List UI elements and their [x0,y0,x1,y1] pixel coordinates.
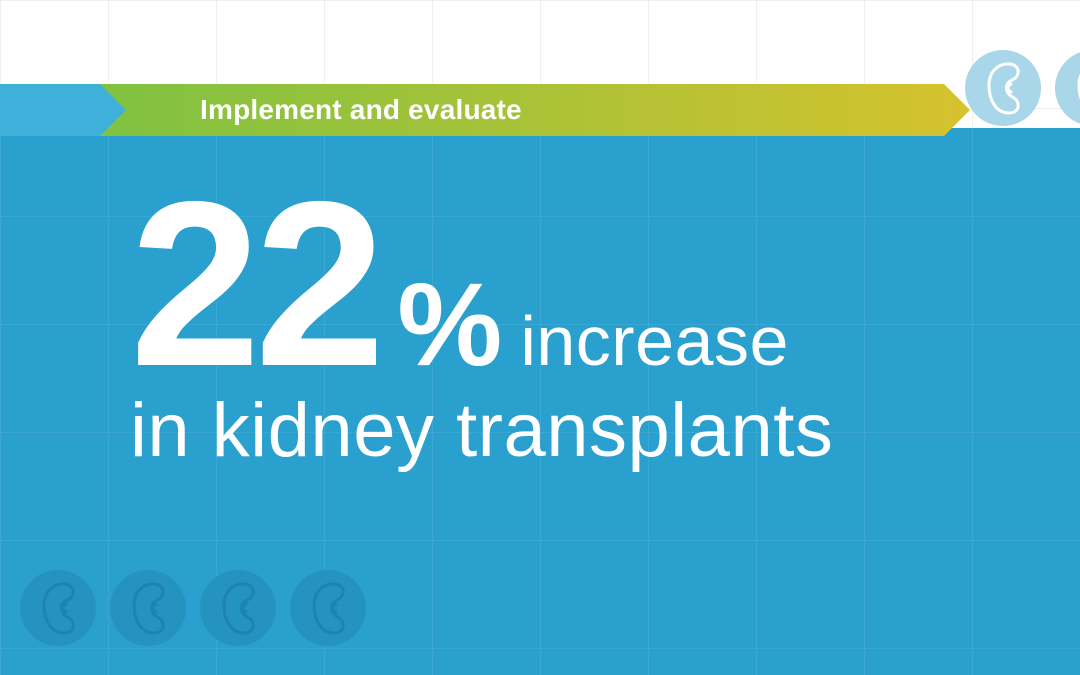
stat-percent: % [397,257,502,393]
banner-label: Implement and evaluate [200,84,522,136]
stat-number: 22 [130,178,379,390]
infographic-stage: Implement and evaluate 22 % increase in … [0,0,1080,675]
stat-line-1: 22 % increase [130,178,833,393]
stat-block: 22 % increase in kidney transplants [130,178,833,474]
stat-line-2: in kidney transplants [130,387,833,474]
kidney-icon [290,570,366,646]
stat-increase: increase [520,301,789,381]
banner: Implement and evaluate [0,84,1080,136]
kidney-icon [200,570,276,646]
kidney-icon [20,570,96,646]
kidney-icon [110,570,186,646]
